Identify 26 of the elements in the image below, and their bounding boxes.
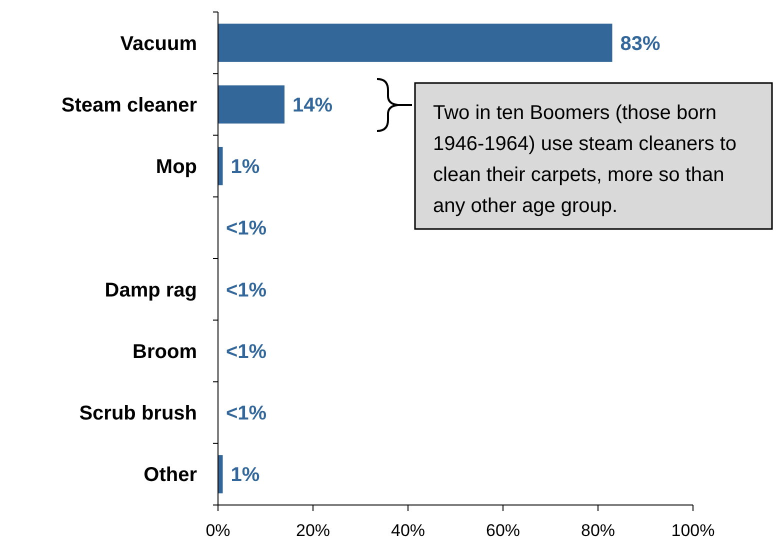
data-label: 14%: [292, 94, 333, 116]
data-label: 1%: [230, 464, 260, 486]
data-label: <1%: [226, 218, 267, 240]
x-tick-label: 0%: [206, 521, 230, 540]
data-label: 83%: [620, 32, 660, 55]
annotation: Two in ten Boomers (those born 1946-1964) use steam cleaners to clean their carpets, more so than any other age group.: [433, 102, 737, 217]
bar: [218, 146, 223, 186]
bar: [218, 24, 612, 62]
x-tick-label: 80%: [580, 521, 616, 540]
x-tick-label: 100%: [671, 521, 715, 540]
data-label: 1%: [230, 156, 260, 178]
y-tick-label: Other: [144, 464, 198, 486]
x-tick-label: 40%: [390, 521, 426, 540]
data-label: <1%: [226, 340, 267, 363]
y-tick-label: Vacuum: [120, 32, 197, 55]
x-tick-label: 60%: [486, 521, 520, 540]
bar: [218, 85, 284, 124]
bar: [218, 455, 223, 494]
y-tick-label: Broom: [132, 340, 197, 363]
x-tick-label: 20%: [296, 521, 330, 540]
data-label: <1%: [226, 279, 267, 302]
y-tick-label: Scrub brush: [79, 402, 197, 425]
y-tick-label: Mop: [156, 156, 197, 178]
y-tick-label: Steam cleaner: [61, 94, 198, 116]
y-tick-label: Damp rag: [104, 279, 197, 302]
data-label: <1%: [226, 402, 267, 425]
